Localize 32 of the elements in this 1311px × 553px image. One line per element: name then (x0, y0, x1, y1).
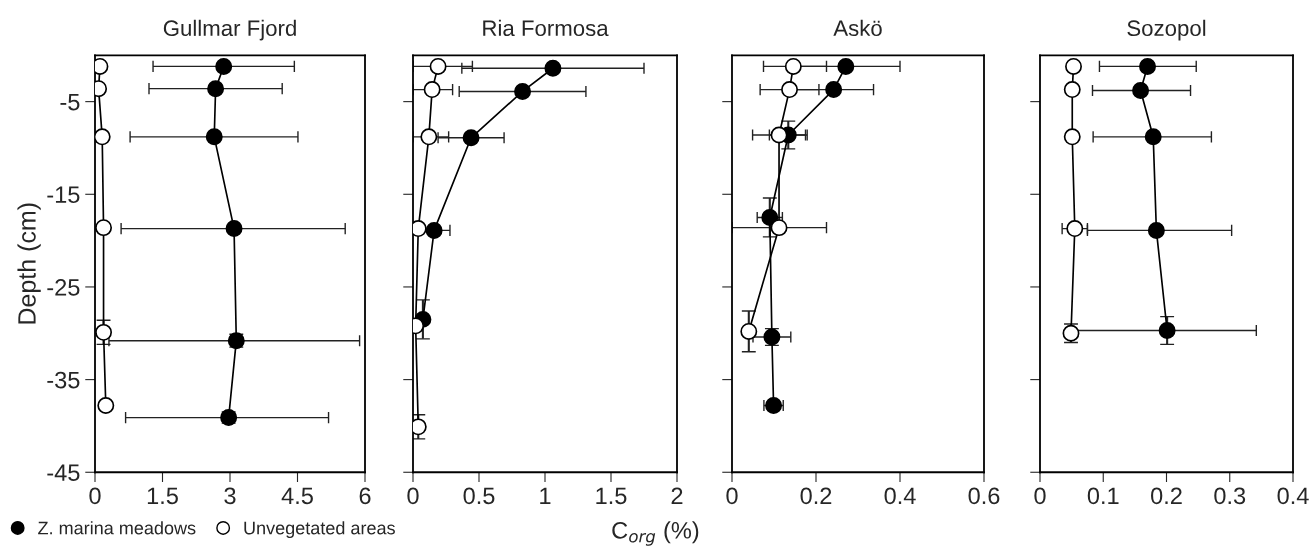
legend-label: Unvegetated areas (244, 521, 395, 539)
x-tick-label: 1.5 (596, 487, 627, 505)
x-tick-label: 0 (89, 487, 101, 505)
x-tick-label: 4.5 (281, 487, 313, 505)
y-tick-label: -45 (47, 464, 80, 482)
x-tick-label: 0 (1034, 487, 1046, 505)
x-tick-label: 0.4 (884, 487, 916, 505)
x-tick-label: 0.2 (800, 487, 832, 505)
x-axis-title: C$_{org}$ (%) (612, 521, 699, 546)
x-tick-label: 2 (671, 487, 683, 504)
legend-label: Z. marina meadows (38, 521, 196, 535)
y-axis-title: Depth (cm) (17, 203, 41, 324)
x-tick-label: 1.5 (147, 487, 178, 505)
chart-title: Ria Formosa (483, 19, 609, 37)
x-tick-label: 0.6 (968, 487, 1000, 505)
x-tick-label: 1 (540, 487, 551, 504)
x-tick-label: 0 (726, 487, 738, 505)
x-tick-label: 6 (359, 487, 371, 505)
x-tick-label: 0.4 (1277, 487, 1309, 505)
x-tick-label: 0.5 (463, 487, 495, 505)
y-tick-label: -15 (47, 186, 80, 204)
chart-title: Askö (833, 19, 882, 37)
chart-title: Gullmar Fjord (163, 19, 296, 41)
y-tick-label: -25 (47, 279, 80, 296)
chart-title: Sozopol (1127, 19, 1206, 41)
x-tick-label: 0 (407, 487, 419, 505)
x-tick-label: 3 (224, 487, 236, 505)
x-tick-label: 0.1 (1087, 487, 1119, 505)
x-tick-label: 0.2 (1151, 487, 1182, 505)
y-tick-label: -5 (60, 93, 80, 111)
x-tick-label: 0.3 (1214, 487, 1246, 505)
y-tick-label: -35 (47, 371, 80, 389)
